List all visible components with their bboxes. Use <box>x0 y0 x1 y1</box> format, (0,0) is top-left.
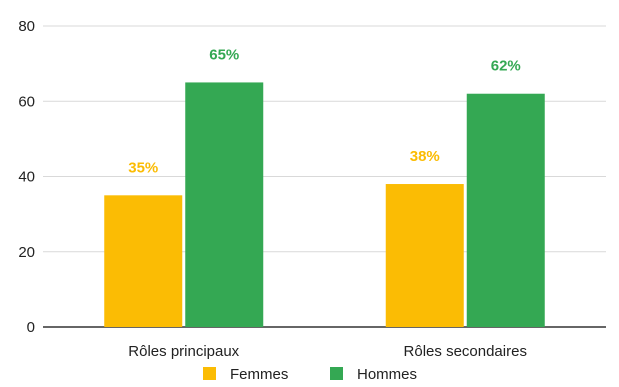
data-label: 38% <box>410 148 440 165</box>
data-label: 35% <box>128 159 158 176</box>
y-tick-label: 60 <box>18 93 35 110</box>
data-label: 65% <box>209 46 239 63</box>
bar-hommes <box>185 82 264 327</box>
y-tick-label: 40 <box>18 169 35 186</box>
category-label: Rôles principaux <box>128 343 239 360</box>
bar-femmes <box>385 184 464 327</box>
y-tick-label: 80 <box>18 18 35 35</box>
legend-label: Femmes <box>230 366 288 383</box>
legend-swatch <box>203 367 216 380</box>
bar-femmes <box>104 195 183 327</box>
category-label: Rôles secondaires <box>404 343 527 360</box>
legend-swatch <box>330 367 343 380</box>
data-label: 62% <box>491 58 521 75</box>
y-tick-label: 0 <box>27 319 35 336</box>
y-tick-label: 20 <box>18 244 35 261</box>
legend-label: Hommes <box>357 366 417 383</box>
bar-hommes <box>466 93 545 327</box>
